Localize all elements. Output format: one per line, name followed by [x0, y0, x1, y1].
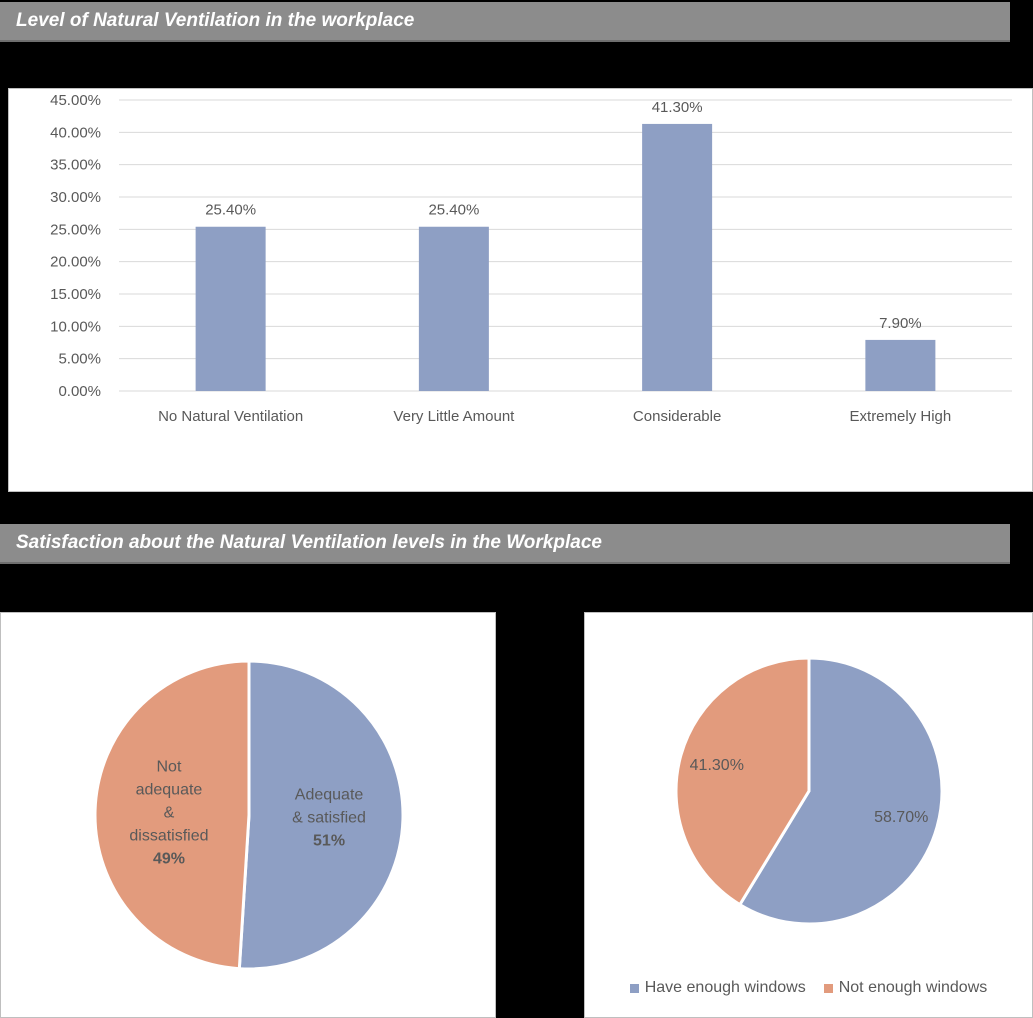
bar-data-label: 7.90% — [879, 315, 922, 332]
pie-slice-label: & — [164, 804, 175, 821]
y-tick-label: 40.00% — [50, 124, 101, 141]
bar-chart: 0.00% 5.00% 10.00% 15.00% 20.00% 25.00% 30.00%… — [50, 92, 1012, 425]
legend-label-have-enough: Have enough windows — [644, 979, 806, 996]
windows-pie-chart: 58.70% 41.30% — [674, 656, 944, 926]
x-category-label: Extremely High — [850, 408, 952, 425]
pie-slice — [93, 659, 251, 971]
y-tick-label: 35.00% — [50, 157, 101, 174]
x-category-label: Very Little Amount — [393, 408, 515, 425]
x-category-label: No Natural Ventilation — [158, 408, 303, 425]
y-tick-label: 0.00% — [58, 383, 101, 400]
pie-slice-percent: 49% — [153, 850, 185, 867]
bar-chart-panel: 0.00% 5.00% 10.00% 15.00% 20.00% 25.00% 30.00%… — [8, 88, 1033, 492]
bar — [642, 123, 713, 391]
y-tick-label: 10.00% — [50, 318, 101, 335]
y-tick-label: 20.00% — [50, 254, 101, 271]
y-tick-label: 45.00% — [50, 92, 101, 109]
chart1-banner: Level of Natural Ventilation in the work… — [0, 2, 1010, 42]
pie-slice-percent: 41.30% — [690, 757, 744, 774]
bar — [195, 226, 266, 391]
bar — [865, 339, 936, 391]
legend-item-have-enough: Have enough windows — [629, 979, 806, 997]
y-tick-label: 15.00% — [50, 286, 101, 303]
pie-slice — [674, 656, 811, 907]
satisfaction-pie-panel: Adequate & satisfied 51% Not adequate & dissat… — [0, 612, 496, 1018]
y-tick-label: 30.00% — [50, 189, 101, 206]
pie-slice-label: & satisfied — [292, 810, 366, 827]
chart1-title: Level of Natural Ventilation in the work… — [16, 10, 415, 31]
windows-pie-panel: 58.70% 41.30% Have enough windows Not eno… — [584, 612, 1033, 1018]
chart2-title: Satisfaction about the Natural Ventilati… — [16, 532, 602, 553]
pie-slice-label: dissatisfied — [129, 827, 208, 844]
pie-slice — [237, 659, 405, 971]
satisfaction-pie-chart: Adequate & satisfied 51% Not adequate & dissat… — [93, 659, 405, 971]
x-category-label: Considerable — [633, 408, 721, 425]
bar-data-label: 25.40% — [428, 202, 479, 219]
legend-label-not-enough: Not enough windows — [838, 979, 988, 996]
pie-slice-percent: 58.70% — [874, 809, 928, 826]
y-tick-label: 25.00% — [50, 221, 101, 238]
pie-slice — [737, 656, 944, 926]
pie-slice-label: Not — [157, 758, 182, 775]
legend-swatch-blue — [629, 983, 639, 993]
pie-slice-label: adequate — [136, 781, 203, 798]
y-tick-label: 5.00% — [58, 351, 101, 368]
legend-item-not-enough: Not enough windows — [823, 979, 988, 997]
bar — [418, 226, 489, 391]
pie-slice-label: Adequate — [295, 787, 364, 804]
legend-swatch-orange — [823, 983, 833, 993]
bar-data-label: 25.40% — [205, 202, 256, 219]
pie-slice-percent: 51% — [313, 833, 345, 850]
bar-data-label: 41.30% — [652, 99, 703, 116]
windows-pie-legend: Have enough windows Not enough windows — [585, 979, 1032, 997]
chart2-banner: Satisfaction about the Natural Ventilati… — [0, 524, 1010, 564]
